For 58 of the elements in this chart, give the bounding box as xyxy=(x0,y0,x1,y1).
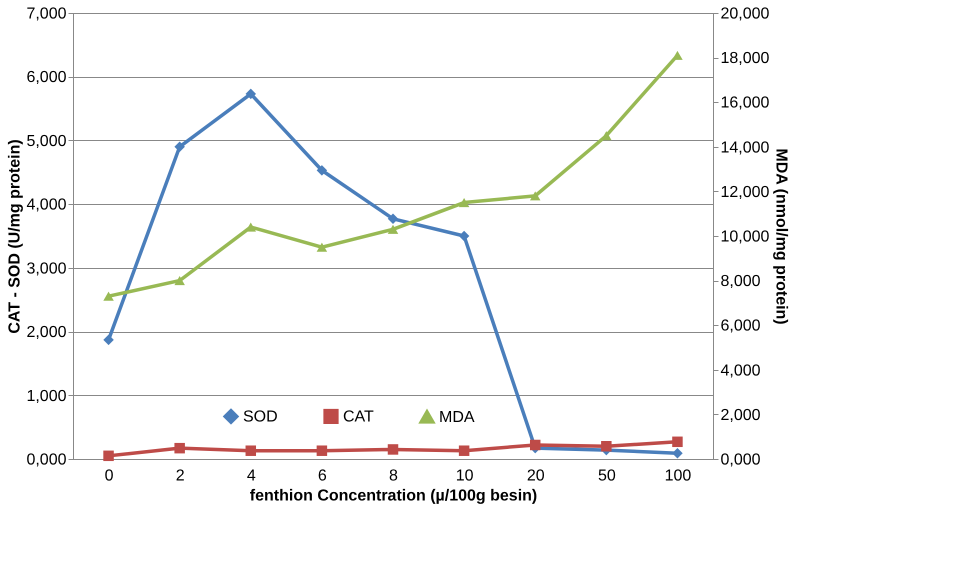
point xyxy=(246,445,256,456)
point xyxy=(246,88,256,100)
y-tick-label: 4,000 xyxy=(26,196,67,214)
y2-tick-label: 10,000 xyxy=(720,228,770,246)
point xyxy=(530,191,540,200)
point xyxy=(103,450,114,462)
legend-label: MDA xyxy=(439,408,475,426)
y-tick-label: 2,000 xyxy=(26,324,67,342)
x-tick-label: 4 xyxy=(246,468,256,484)
point xyxy=(103,334,114,346)
legend-label: SOD xyxy=(243,408,278,426)
point xyxy=(388,224,398,234)
x-tick-label: 10 xyxy=(456,468,474,484)
y2-tick-label: 6,000 xyxy=(720,318,761,335)
point xyxy=(388,444,398,455)
x-tick-label: 0 xyxy=(104,468,114,484)
y-axis-title: CAT - SOD (U/mg protein) xyxy=(6,139,24,334)
x-tick-label: 100 xyxy=(664,468,692,484)
y2-tick-label: 20,000 xyxy=(720,6,770,22)
legend-label: CAT xyxy=(343,408,374,426)
point xyxy=(316,242,328,252)
y-tick-label: 6,000 xyxy=(26,69,67,86)
point xyxy=(174,276,185,286)
y2-tick-label: 12,000 xyxy=(720,184,770,201)
x-axis-title: fenthion Concentration (µ/100g besin) xyxy=(250,488,538,504)
y-tick-label: 3,000 xyxy=(26,260,67,278)
point xyxy=(601,441,612,452)
y2-tick-label: 4,000 xyxy=(720,362,761,380)
y2-tick-label: 2,000 xyxy=(720,406,761,424)
x-tick-label: 2 xyxy=(176,468,185,484)
x-tick-label: 20 xyxy=(526,468,545,484)
point xyxy=(316,445,328,456)
point xyxy=(458,198,470,208)
point xyxy=(530,440,540,450)
y2-tick-label: 16,000 xyxy=(720,94,770,112)
point xyxy=(388,214,398,224)
y-tick-label: 5,000 xyxy=(26,132,67,150)
point xyxy=(246,222,256,232)
point xyxy=(672,436,683,448)
y2-tick-label: 18,000 xyxy=(720,50,770,68)
point xyxy=(174,142,185,152)
point xyxy=(458,445,470,456)
point xyxy=(316,165,328,176)
y-tick-label: 7,000 xyxy=(26,6,67,22)
point xyxy=(458,230,470,242)
x-tick-label: 6 xyxy=(318,468,327,484)
point xyxy=(174,442,185,454)
y2-axis-title: MDA (nmol/mg protein) xyxy=(772,148,790,325)
y2-tick-label: 14,000 xyxy=(720,139,770,156)
point xyxy=(672,50,683,60)
point xyxy=(103,292,114,301)
x-tick-label: 8 xyxy=(389,468,398,484)
x-tick-label: 50 xyxy=(598,468,616,484)
y-tick-label: 1,000 xyxy=(26,388,67,405)
y2-tick-label: 8,000 xyxy=(720,273,761,290)
point xyxy=(672,448,683,459)
y-tick-label: 0,000 xyxy=(26,452,67,468)
y2-tick-label: 0,000 xyxy=(720,452,761,468)
